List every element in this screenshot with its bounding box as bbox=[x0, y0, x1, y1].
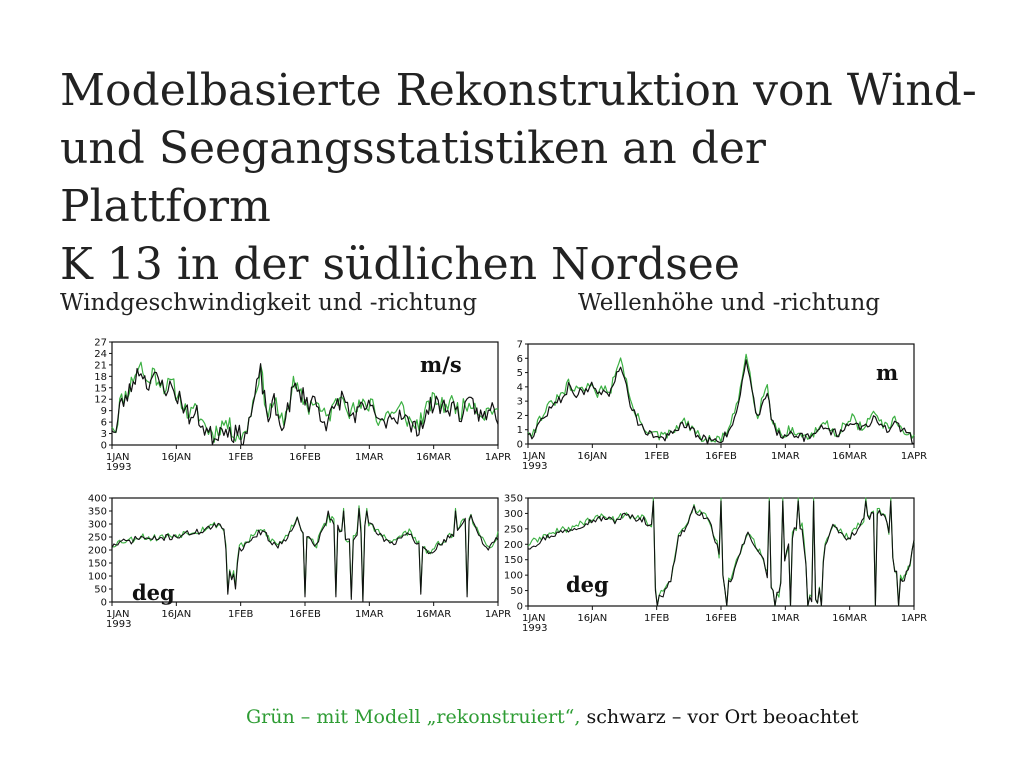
x-tick-label: 1MAR bbox=[355, 452, 384, 463]
y-tick-label: 15 bbox=[94, 383, 107, 394]
y-tick-label: 24 bbox=[94, 349, 107, 360]
y-tick-label: 300 bbox=[88, 520, 107, 531]
y-tick-label: 9 bbox=[101, 406, 107, 417]
y-tick-label: 150 bbox=[504, 555, 523, 566]
caption-observed: schwarz – vor Ort beoachtet bbox=[586, 706, 859, 728]
y-tick-label: 150 bbox=[88, 559, 107, 570]
title-line-1: Modelbasierte Rekonstruktion von Wind- bbox=[60, 65, 977, 116]
y-tick-label: 0 bbox=[517, 602, 523, 613]
x-tick-label: 1JAN bbox=[106, 452, 129, 463]
y-tick-label: 300 bbox=[504, 509, 523, 520]
wave-direction-chart: 0 50 100 150 200 250 300 350 1JAN 16JAN 1FEB 16FEB 1… bbox=[504, 494, 927, 635]
legend-caption: Grün – mit Modell „rekonstruiert“, schwa… bbox=[246, 706, 859, 728]
x-tick-label: 1JAN bbox=[522, 451, 545, 462]
y-tick-label: 5 bbox=[517, 368, 523, 379]
y-tick-label: 50 bbox=[94, 585, 107, 596]
unit-label: deg bbox=[132, 580, 175, 605]
x-year-label: 1993 bbox=[106, 462, 131, 473]
title-line-3: K 13 in der südlichen Nordsee bbox=[60, 239, 740, 290]
x-tick-label: 16MAR bbox=[416, 609, 451, 620]
y-tick-label: 6 bbox=[517, 354, 523, 365]
x-tick-label: 1APR bbox=[485, 452, 511, 463]
x-tick-label: 1APR bbox=[901, 451, 927, 462]
y-tick-label: 100 bbox=[88, 572, 107, 583]
x-tick-label: 16FEB bbox=[289, 452, 321, 463]
unit-label: deg bbox=[566, 572, 609, 597]
y-tick-label: 50 bbox=[510, 586, 523, 597]
x-tick-label: 16MAR bbox=[832, 451, 867, 462]
x-tick-label: 1MAR bbox=[355, 609, 384, 620]
x-tick-label: 1JAN bbox=[106, 609, 129, 620]
y-tick-label: 27 bbox=[94, 338, 107, 349]
unit-label: m bbox=[876, 360, 898, 385]
y-tick-label: 100 bbox=[504, 571, 523, 582]
x-tick-label: 1FEB bbox=[228, 452, 253, 463]
x-year-label: 1993 bbox=[522, 623, 547, 634]
x-tick-label: 16MAR bbox=[832, 613, 867, 624]
slide-title: Modelbasierte Rekonstruktion von Wind- u… bbox=[60, 62, 990, 294]
y-tick-label: 3 bbox=[517, 397, 523, 408]
wave-subtitle: Wellenhöhe und -richtung bbox=[578, 290, 880, 316]
y-tick-label: 2 bbox=[517, 411, 523, 422]
wind-direction-chart: 0 50 100 150 200 250 300 350 400 1JAN 16JAN 1FEB 16F… bbox=[88, 494, 511, 631]
x-tick-label: 1FEB bbox=[644, 613, 669, 624]
y-tick-label: 200 bbox=[88, 546, 107, 557]
observed-series-line bbox=[527, 500, 915, 607]
y-tick-label: 0 bbox=[101, 441, 107, 452]
title-line-2: und Seegangsstatistiken an der Plattform bbox=[60, 123, 766, 232]
x-tick-label: 16FEB bbox=[705, 451, 737, 462]
wave-height-chart: 0 1 2 3 4 5 6 7 1JAN 16JAN 1FEB 16FEB 1MAR 16MAR 1APR 1… bbox=[517, 340, 928, 473]
y-tick-label: 350 bbox=[88, 507, 107, 518]
observed-series-line bbox=[111, 363, 499, 446]
y-tick-label: 1 bbox=[517, 425, 523, 436]
x-tick-label: 16JAN bbox=[161, 452, 191, 463]
plot-frame bbox=[527, 343, 915, 445]
x-tick-label: 1APR bbox=[485, 609, 511, 620]
x-tick-label: 16JAN bbox=[577, 451, 607, 462]
y-tick-label: 400 bbox=[88, 494, 107, 505]
y-tick-label: 250 bbox=[88, 533, 107, 544]
y-tick-label: 250 bbox=[504, 524, 523, 535]
observed-series-line bbox=[527, 359, 915, 445]
x-year-label: 1993 bbox=[106, 619, 131, 630]
y-tick-label: 200 bbox=[504, 540, 523, 551]
x-tick-label: 16JAN bbox=[577, 613, 607, 624]
y-tick-label: 4 bbox=[517, 382, 523, 393]
x-tick-label: 1APR bbox=[901, 613, 927, 624]
x-tick-label: 16MAR bbox=[416, 452, 451, 463]
y-tick-label: 0 bbox=[101, 598, 107, 609]
caption-model: Grün – mit Modell „rekonstruiert“, bbox=[246, 706, 581, 728]
y-tick-label: 3 bbox=[101, 429, 107, 440]
x-tick-label: 1MAR bbox=[771, 613, 800, 624]
x-tick-label: 1MAR bbox=[771, 451, 800, 462]
x-tick-label: 1JAN bbox=[522, 613, 545, 624]
x-tick-label: 16FEB bbox=[705, 613, 737, 624]
y-tick-label: 7 bbox=[517, 340, 523, 351]
y-tick-label: 18 bbox=[94, 372, 107, 383]
x-tick-label: 16JAN bbox=[161, 609, 191, 620]
x-tick-label: 16FEB bbox=[289, 609, 321, 620]
y-tick-label: 350 bbox=[504, 494, 523, 505]
y-tick-label: 6 bbox=[101, 418, 107, 429]
x-tick-label: 1FEB bbox=[228, 609, 253, 620]
x-year-label: 1993 bbox=[522, 461, 547, 472]
y-tick-label: 0 bbox=[517, 440, 523, 451]
wind-subtitle: Windgeschwindigkeit und -richtung bbox=[60, 290, 478, 316]
x-tick-label: 1FEB bbox=[644, 451, 669, 462]
observed-series-line bbox=[111, 507, 499, 603]
y-tick-label: 21 bbox=[94, 360, 107, 371]
unit-label: m/s bbox=[420, 352, 462, 377]
y-tick-label: 12 bbox=[94, 395, 107, 406]
